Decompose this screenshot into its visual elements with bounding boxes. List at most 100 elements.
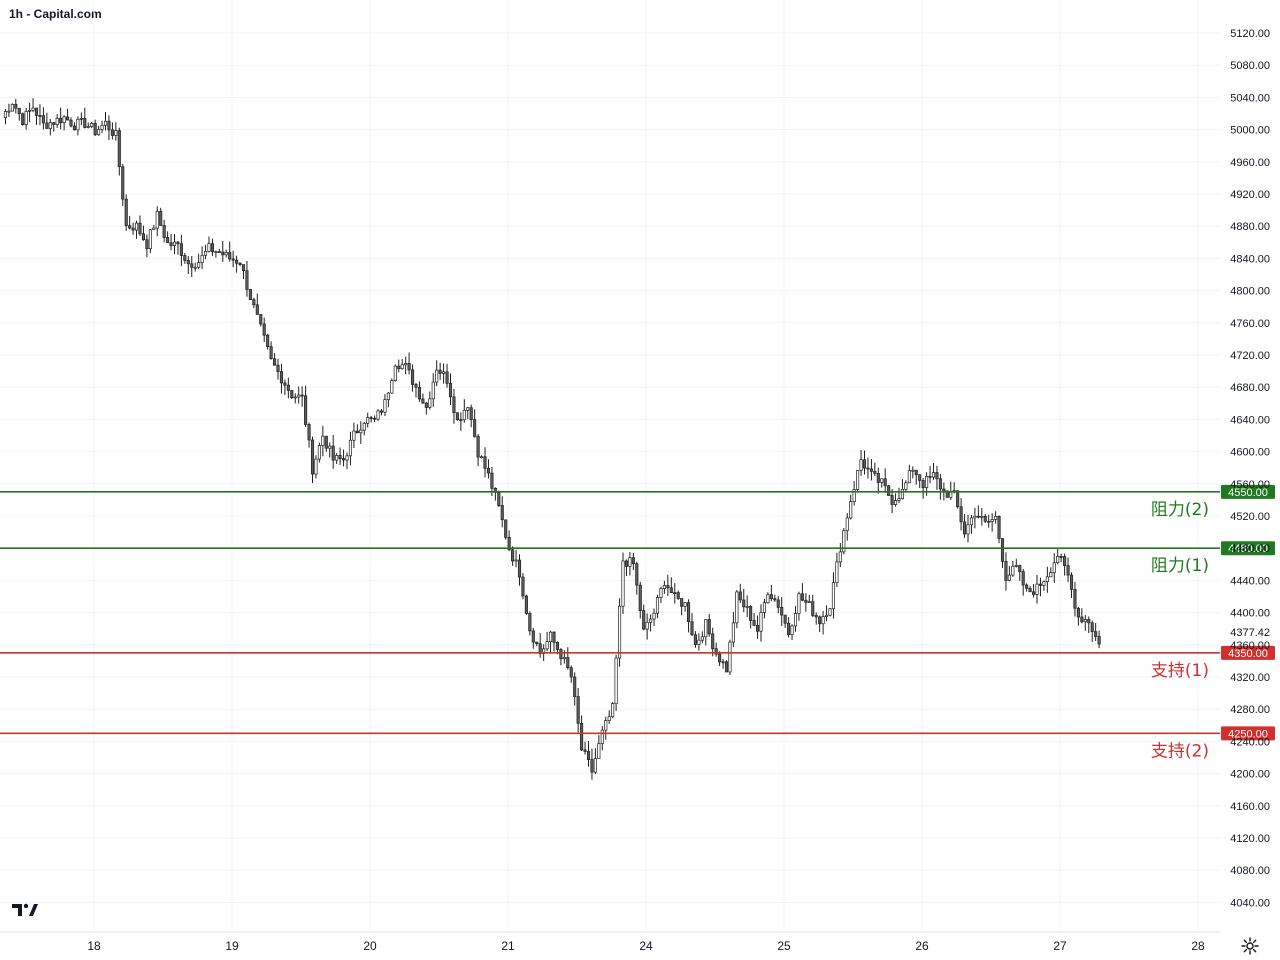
candle bbox=[1052, 553, 1056, 583]
candle bbox=[283, 379, 287, 396]
x-tick-label: 19 bbox=[225, 939, 239, 953]
candle bbox=[390, 378, 394, 394]
candle bbox=[883, 468, 887, 494]
y-tick-label: 4440.00 bbox=[1230, 575, 1270, 587]
candle bbox=[376, 409, 380, 421]
candle bbox=[780, 597, 784, 626]
candle bbox=[548, 630, 553, 653]
y-tick-label: 4480.00 bbox=[1230, 543, 1270, 555]
candle bbox=[455, 412, 459, 421]
candle bbox=[379, 409, 384, 416]
candle bbox=[480, 455, 484, 459]
candle bbox=[1045, 566, 1049, 593]
candle bbox=[152, 224, 156, 231]
tradingview-logo[interactable] bbox=[9, 897, 39, 921]
candle bbox=[148, 228, 152, 254]
x-tick-label: 25 bbox=[777, 939, 791, 953]
candle bbox=[735, 589, 739, 629]
candle bbox=[545, 631, 549, 652]
y-tick-label: 5000.00 bbox=[1230, 125, 1270, 137]
candle bbox=[197, 253, 201, 270]
candle bbox=[21, 112, 25, 126]
candle bbox=[552, 631, 556, 652]
candle bbox=[273, 353, 277, 366]
candle bbox=[749, 605, 753, 629]
candle bbox=[811, 594, 815, 617]
candle bbox=[818, 615, 822, 633]
y-tick-label: 4320.00 bbox=[1230, 672, 1270, 684]
candle bbox=[386, 391, 390, 408]
candle bbox=[300, 386, 304, 407]
candle bbox=[790, 624, 794, 641]
candle bbox=[176, 241, 180, 255]
candle bbox=[642, 604, 646, 631]
y-tick-label: 4560.00 bbox=[1230, 479, 1270, 491]
level-price-label: 4350.00 bbox=[1228, 648, 1268, 660]
candle bbox=[524, 594, 528, 615]
candle bbox=[293, 393, 297, 404]
candle bbox=[800, 583, 804, 602]
candle bbox=[83, 107, 87, 129]
y-tick-label: 5120.00 bbox=[1230, 28, 1270, 40]
candle bbox=[990, 513, 994, 532]
candle bbox=[631, 552, 635, 571]
candle bbox=[649, 614, 653, 632]
candle bbox=[531, 627, 535, 649]
price-axis[interactable]: 5120.00 5080.00 5040.00 5000.00 4960.00 4920.… bbox=[1222, 28, 1276, 909]
candle bbox=[224, 249, 228, 258]
candle bbox=[852, 481, 856, 506]
candle bbox=[593, 748, 597, 775]
candle bbox=[573, 672, 577, 706]
x-tick-label: 21 bbox=[501, 939, 515, 953]
x-tick-label: 20 bbox=[363, 939, 377, 953]
candle bbox=[348, 431, 353, 466]
x-tick-label: 27 bbox=[1053, 939, 1067, 953]
candle bbox=[200, 246, 204, 270]
candle bbox=[773, 594, 777, 603]
candle bbox=[983, 513, 987, 523]
level-price-tag bbox=[1221, 541, 1275, 556]
candle bbox=[17, 107, 21, 121]
candle bbox=[514, 549, 518, 568]
candle bbox=[428, 391, 432, 410]
candle bbox=[248, 289, 252, 300]
candle bbox=[269, 341, 273, 360]
candle bbox=[342, 449, 346, 467]
candle bbox=[100, 120, 104, 133]
candle bbox=[662, 580, 666, 594]
candle bbox=[676, 590, 680, 600]
candle bbox=[93, 119, 97, 136]
candle bbox=[183, 252, 187, 264]
candle bbox=[373, 415, 377, 422]
candle bbox=[1014, 558, 1018, 568]
candle bbox=[10, 103, 14, 112]
candle bbox=[124, 194, 128, 231]
candle bbox=[969, 514, 974, 534]
candle bbox=[317, 442, 321, 463]
candle bbox=[400, 359, 404, 370]
candle bbox=[604, 716, 608, 740]
candle bbox=[190, 256, 194, 278]
candle bbox=[624, 559, 629, 577]
candle bbox=[566, 647, 570, 670]
candle bbox=[949, 481, 953, 501]
time-axis[interactable]: 18 19 20 21 24 25 26 27 28 bbox=[87, 939, 1205, 953]
candle bbox=[210, 238, 215, 257]
candle bbox=[65, 108, 70, 121]
candle bbox=[38, 104, 42, 126]
candle bbox=[235, 255, 239, 273]
candle bbox=[41, 107, 45, 130]
candle bbox=[745, 595, 749, 618]
candle bbox=[776, 596, 780, 614]
candle bbox=[1042, 580, 1046, 591]
candle bbox=[935, 465, 939, 490]
candle bbox=[911, 466, 915, 479]
candle bbox=[462, 399, 466, 423]
candle bbox=[659, 586, 663, 604]
candle bbox=[117, 127, 121, 176]
candle bbox=[307, 422, 311, 448]
candle bbox=[214, 250, 218, 258]
gear-icon[interactable] bbox=[1240, 936, 1260, 956]
candle bbox=[128, 215, 132, 230]
